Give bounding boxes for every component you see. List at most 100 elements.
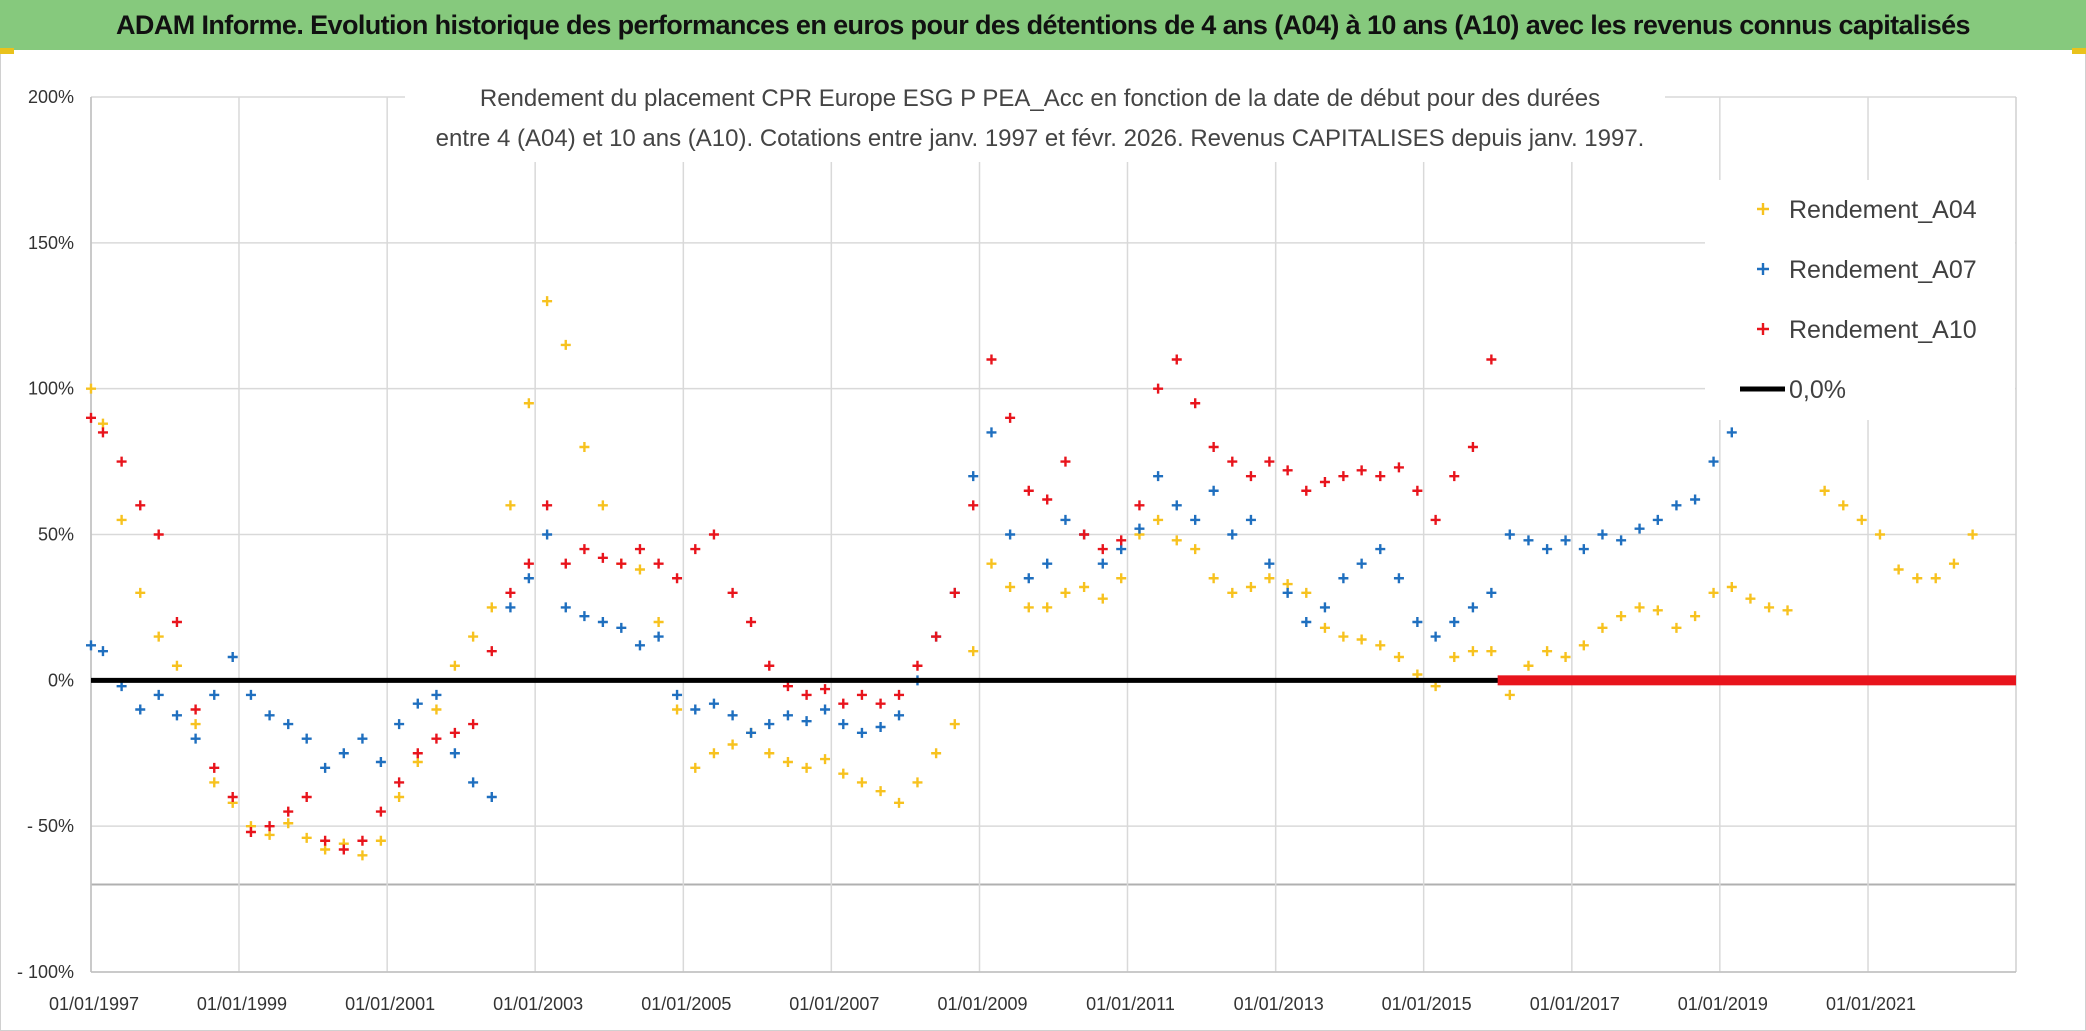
- rendement-a07-point: [616, 622, 627, 633]
- rendement-a04-point: [820, 754, 831, 765]
- rendement-a10-point: [486, 646, 497, 657]
- rendement-a07-point: [1005, 529, 1016, 540]
- y-tick-label: 200%: [28, 87, 74, 107]
- header-bar: ADAM Informe. Evolution historique des p…: [0, 0, 2086, 53]
- rendement-a04-point: [1079, 582, 1090, 592]
- rendement-a04-point: [560, 339, 571, 350]
- rendement-a07-point: [1338, 573, 1349, 584]
- rendement-a07-point: [1190, 514, 1201, 525]
- rendement-a10-point: [1097, 544, 1108, 555]
- data-points: [86, 296, 1978, 861]
- rendement-a04-point: [1948, 558, 1959, 569]
- rendement-a07-point: [1467, 602, 1478, 613]
- rendement-a04-point: [968, 646, 979, 657]
- rendement-a07-point: [190, 733, 201, 744]
- rendement-a10-point: [1023, 485, 1034, 496]
- rendement-a04-point: [209, 777, 220, 788]
- rendement-a04-point: [1467, 646, 1478, 657]
- rendement-a07-point: [486, 792, 497, 802]
- page-title: ADAM Informe. Evolution historique des p…: [116, 9, 1971, 40]
- rendement-a04-point: [1227, 587, 1238, 598]
- rendement-a04-point: [283, 818, 294, 829]
- rendement-a10-point: [1079, 529, 1090, 540]
- rendement-a04-point: [1042, 602, 1053, 613]
- rendement-a07-point: [1671, 500, 1682, 511]
- rendement-a07-point: [1042, 558, 1053, 569]
- rendement-a04-point: [579, 442, 590, 452]
- rendement-a04-point: [1782, 605, 1793, 616]
- rendement-a04-point: [1282, 579, 1293, 590]
- x-tick-label: 01/01/2001: [345, 994, 435, 1014]
- x-tick-label: 01/01/2013: [1234, 994, 1324, 1014]
- rendement-a04-point: [542, 296, 553, 307]
- rendement-a10-point: [1393, 462, 1404, 473]
- rendement-a10-point: [1449, 471, 1460, 482]
- zero-line-layer: [91, 675, 2016, 686]
- rendement-a07-point: [764, 719, 775, 730]
- rendement-a10-point: [375, 806, 386, 817]
- y-tick-label: - 50%: [27, 816, 74, 836]
- rendement-a10-point: [135, 500, 146, 511]
- a10-zero-band: [1497, 675, 2016, 686]
- rendement-a07-point: [1356, 558, 1367, 569]
- rendement-a04-point: [412, 757, 423, 767]
- rendement-a07-point: [1726, 427, 1737, 438]
- rendement-a07-point: [1560, 535, 1571, 546]
- rendement-a10-point: [1430, 514, 1441, 525]
- rendement-a07-point: [1542, 544, 1553, 555]
- rendement-a04-point: [1116, 573, 1127, 584]
- rendement-a07-point: [171, 710, 182, 721]
- rendement-a10-point: [264, 821, 275, 832]
- rendement-a10-point: [1208, 442, 1219, 452]
- rendement-a10-point: [690, 544, 701, 555]
- legend-marker: [1757, 323, 1769, 335]
- rendement-a07-point: [1449, 617, 1460, 627]
- rendement-a07-point: [1412, 617, 1423, 627]
- rendement-a04-point: [708, 748, 719, 759]
- rendement-a10-point: [97, 427, 108, 438]
- rendement-a10-point: [1116, 535, 1127, 546]
- axis-labels: 200% 150% 100% 50% 0% - 50% - 100% 01/01/1997 01…: [17, 87, 1916, 1014]
- rendement-a10-point: [986, 354, 997, 365]
- rendement-a07-point: [338, 748, 349, 759]
- rendement-a04-point: [1171, 535, 1182, 546]
- rendement-a07-point: [412, 698, 423, 709]
- rendement-a07-point: [375, 757, 386, 767]
- x-tick-label: 01/01/2003: [493, 994, 583, 1014]
- rendement-a04-point: [431, 704, 442, 715]
- rendement-a07-point: [1690, 494, 1701, 505]
- rendement-a07-point: [838, 719, 849, 730]
- rendement-a04-point: [801, 762, 812, 773]
- rendement-a04-point: [1764, 602, 1775, 613]
- rendement-a10-point: [653, 558, 664, 569]
- rendement-a04-point: [672, 704, 683, 715]
- rendement-a04-point: [1190, 544, 1201, 555]
- rendement-a10-point: [708, 529, 719, 540]
- rendement-a07-point: [86, 640, 96, 651]
- rendement-a07-point: [968, 471, 979, 482]
- rendement-a04-point: [1930, 573, 1941, 584]
- rendement-a07-point: [135, 704, 146, 715]
- rendement-a04-point: [690, 762, 701, 773]
- rendement-a04-point: [838, 768, 849, 779]
- rendement-a07-point: [1208, 485, 1219, 496]
- rendement-a04-point: [931, 748, 942, 759]
- x-tick-label: 01/01/1997: [49, 994, 139, 1014]
- rendement-a10-point: [1301, 485, 1312, 496]
- rendement-a10-point: [894, 689, 905, 700]
- rendement-a10-point: [1190, 398, 1201, 409]
- rendement-a10-point: [634, 544, 645, 555]
- rendement-a10-point: [1171, 354, 1182, 365]
- legend: Rendement_A04 Rendement_A07 Rendement_A10 0…: [1705, 180, 2015, 420]
- rendement-a10-point: [505, 587, 516, 598]
- rendement-a04-point: [1375, 640, 1386, 651]
- rendement-a07-point: [1097, 558, 1108, 569]
- rendement-a04-point: [1634, 602, 1645, 613]
- rendement-a04-point: [135, 587, 146, 598]
- rendement-a10-point: [190, 704, 201, 715]
- rendement-a07-point: [820, 704, 831, 715]
- rendement-a10-point: [616, 558, 627, 569]
- rendement-a07-point: [1301, 617, 1312, 627]
- rendement-a04-point: [1726, 582, 1737, 592]
